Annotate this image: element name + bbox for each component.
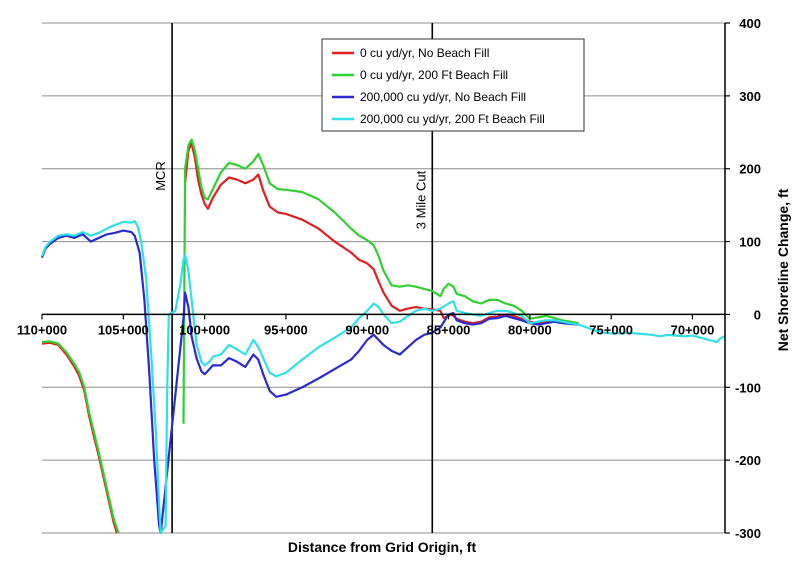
x-tick-label: 95+000: [264, 322, 308, 337]
series-line: [40, 229, 579, 535]
axes: -300 -200 -100 0 100 200 300 400 110+000 105+000 1…: [17, 16, 761, 541]
legend-label: 0 cu yd/yr, No Beach Fill: [360, 46, 489, 60]
series-segment: [182, 138, 579, 424]
legend-label: 200,000 cu yd/yr, 200 Ft Beach Fill: [360, 112, 545, 126]
y-tick-label: -200: [735, 453, 761, 468]
y-tick-label: 0: [754, 307, 761, 322]
y-tick-label: 100: [739, 235, 761, 250]
y-axis-title: Net Shoreline Change, ft: [775, 188, 791, 351]
y-tick-label: 400: [739, 16, 761, 31]
x-tick-label: 70+000: [671, 322, 715, 337]
x-tick-label: 105+000: [98, 322, 149, 337]
reference-line-label: 3 Mile Cut: [413, 170, 428, 229]
x-tick-label: 110+000: [17, 322, 67, 337]
legend-label: 200,000 cu yd/yr, No Beach Fill: [360, 90, 526, 104]
y-tick-label: 200: [739, 162, 761, 177]
series-line: [40, 220, 726, 535]
legend-box: [321, 38, 585, 132]
series-segment: [40, 220, 726, 535]
y-tick-label: -300: [735, 526, 761, 541]
x-axis-title: Distance from Grid Origin, ft: [288, 539, 477, 555]
series-line: [41, 138, 579, 534]
x-tick-label: 85+000: [427, 322, 471, 337]
series-segment: [40, 229, 579, 535]
legend: 0 cu yd/yr, No Beach Fill 0 cu yd/yr, 200…: [321, 38, 585, 132]
x-tick-label: 80+000: [508, 322, 552, 337]
legend-label: 0 cu yd/yr, 200 Ft Beach Fill: [360, 68, 508, 82]
x-tick-label: 100+000: [179, 322, 230, 337]
series-segment: [41, 340, 120, 534]
y-tick-label: -100: [735, 380, 761, 395]
y-tick-label: 300: [739, 89, 761, 104]
x-tick-label: 90+000: [345, 322, 389, 337]
x-tick-label: 75+000: [589, 322, 633, 337]
reference-line-label: MCR: [153, 161, 168, 191]
